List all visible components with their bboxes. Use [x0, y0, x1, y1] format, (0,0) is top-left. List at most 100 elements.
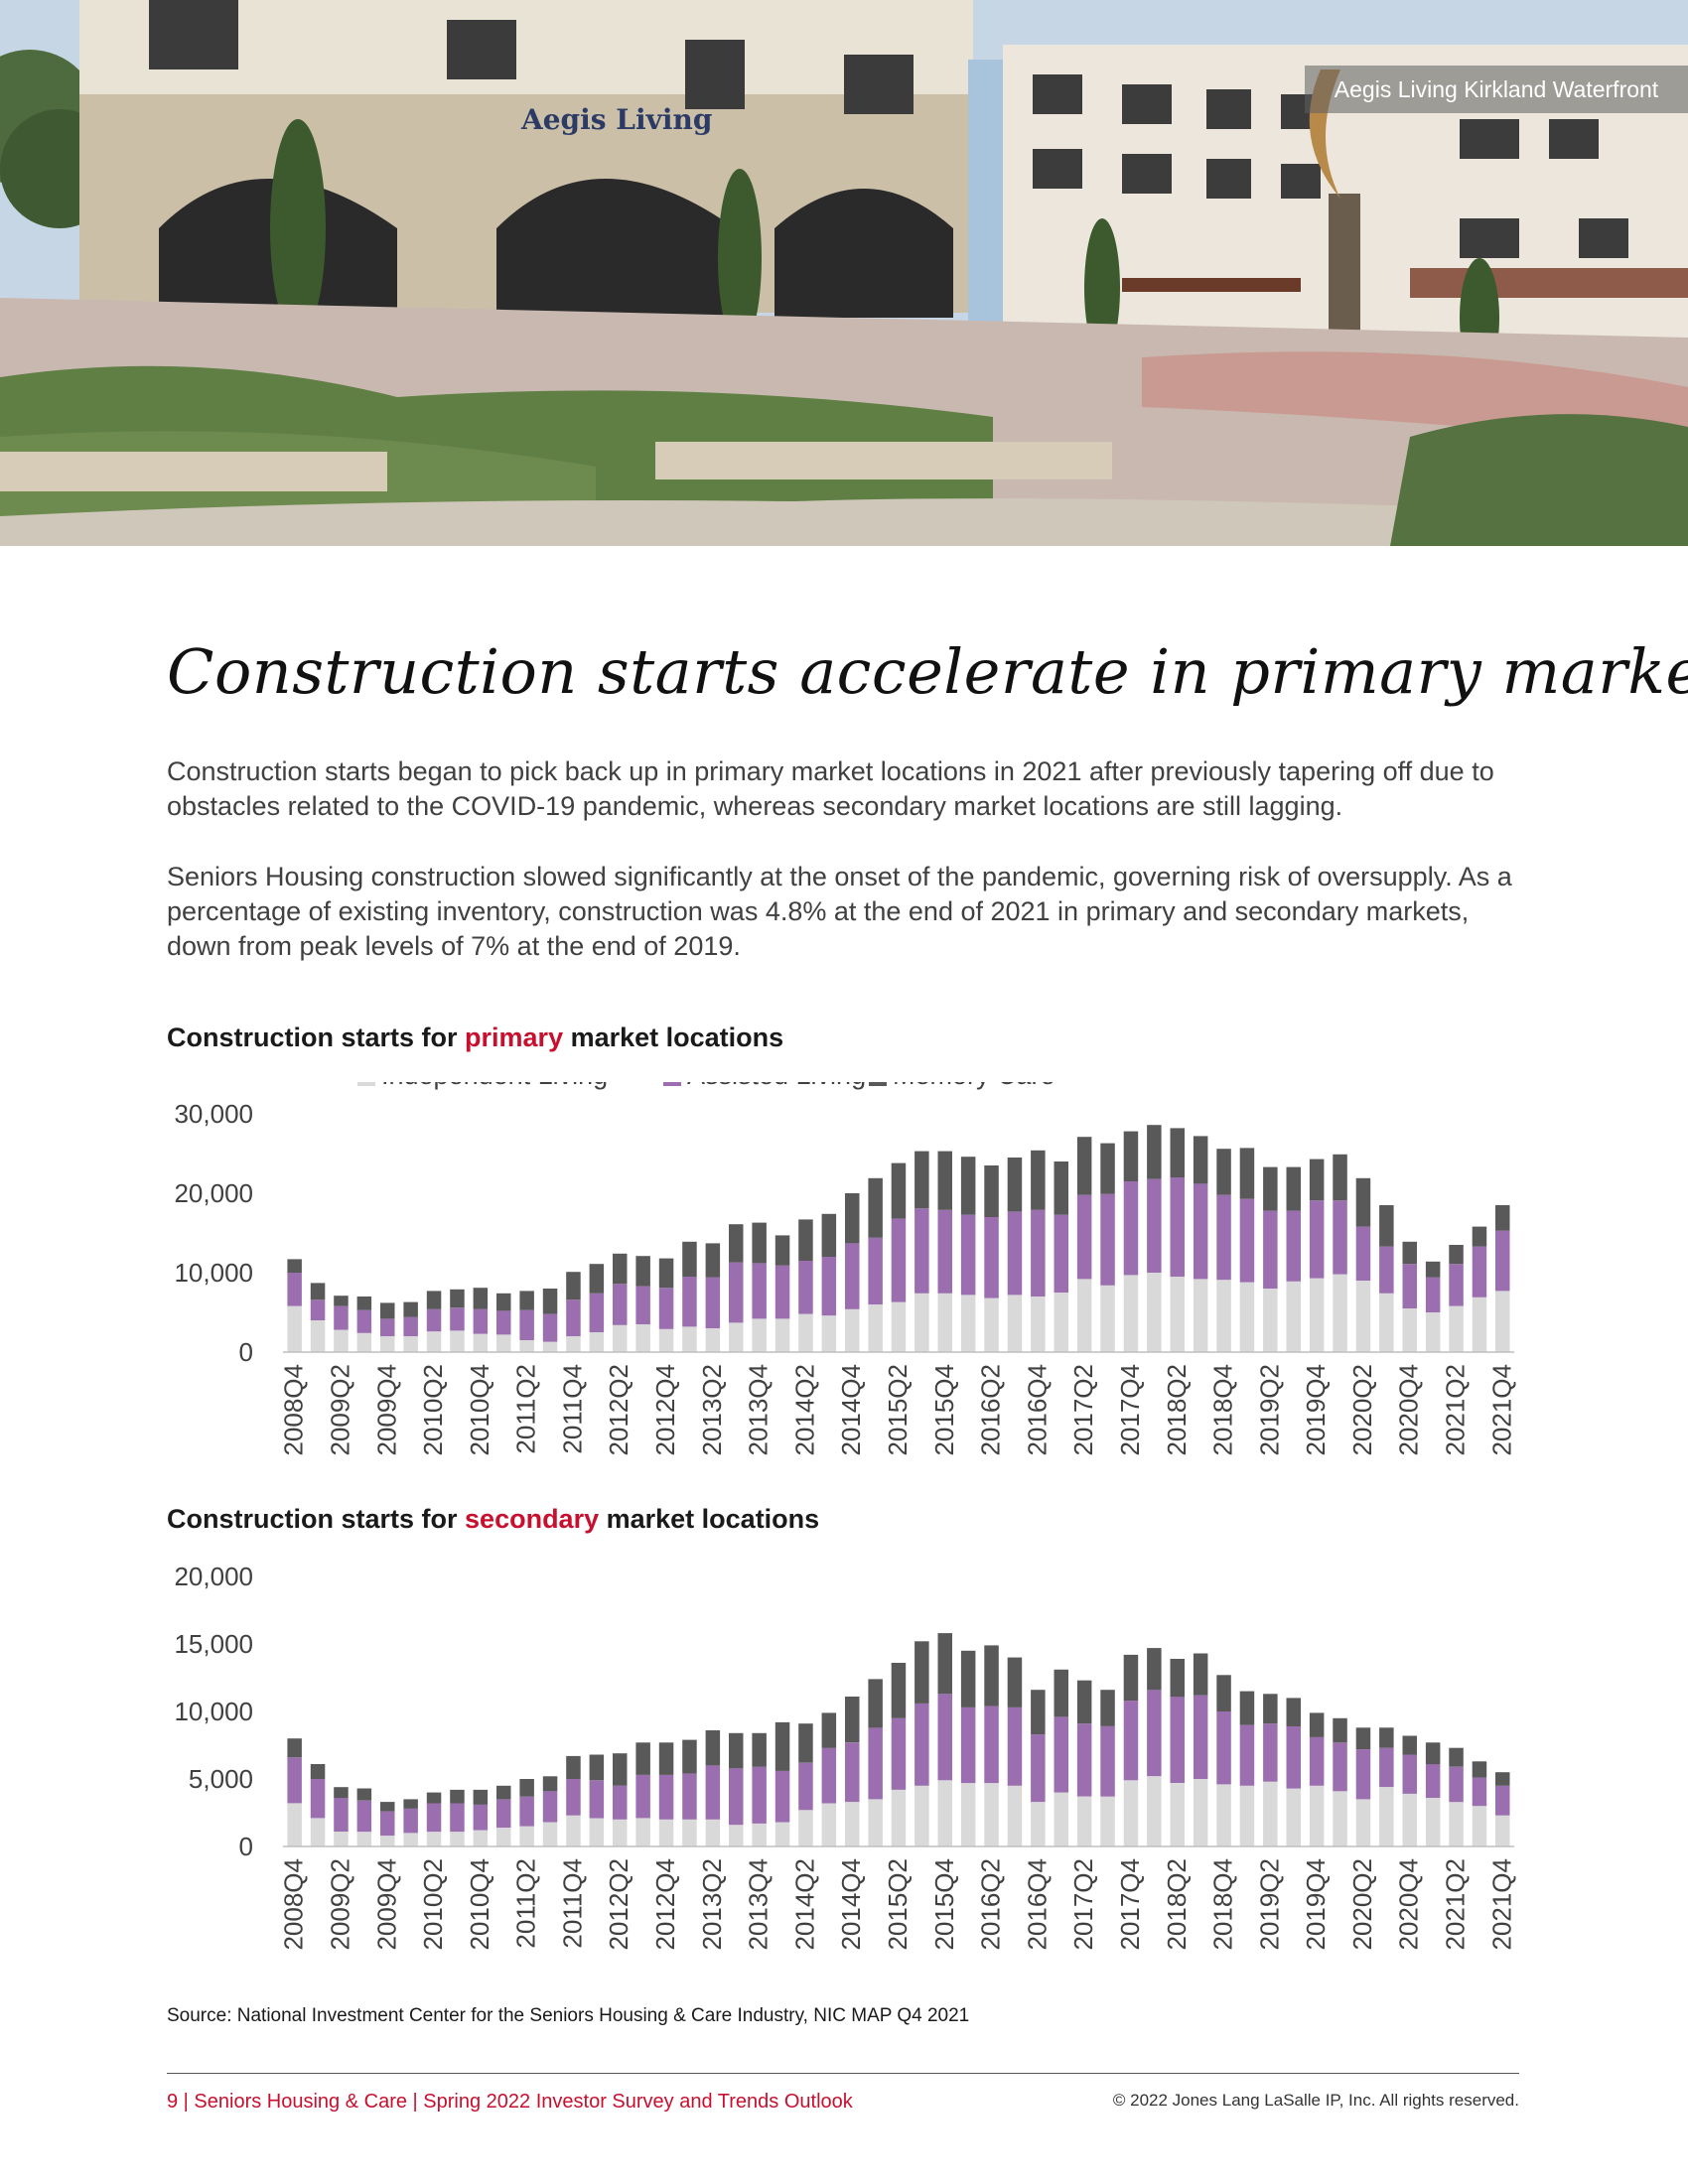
primary-bar-assisted-living [450, 1307, 465, 1331]
primary-bar-assisted-living [496, 1310, 511, 1335]
primary-legend-swatch [869, 1082, 887, 1086]
primary-bar-independent-living [403, 1336, 418, 1352]
primary-xtick-label: 2017Q4 [1115, 1364, 1145, 1456]
secondary-bar-independent-living [705, 1819, 721, 1846]
primary-bar-independent-living [1239, 1282, 1255, 1352]
secondary-bar-memory-care [310, 1764, 326, 1779]
chart-title-suffix: market locations [599, 1504, 820, 1534]
secondary-bar-assisted-living [868, 1727, 883, 1800]
secondary-bar-memory-care [1333, 1717, 1347, 1743]
primary-market-chart: 0 10,000 20,000 30,000 Independent Living Ass… [174, 1082, 1516, 1456]
secondary-bar-assisted-living [589, 1780, 605, 1819]
primary-bar-assisted-living [1379, 1246, 1394, 1294]
footer-divider [167, 2073, 1519, 2074]
secondary-bar-assisted-living [682, 1773, 697, 1820]
secondary-bar-assisted-living [960, 1706, 976, 1784]
primary-bar-memory-care [1054, 1161, 1068, 1215]
primary-bar-independent-living [1076, 1279, 1092, 1352]
primary-bar-memory-care [287, 1259, 302, 1273]
primary-bar-memory-care [310, 1283, 326, 1300]
primary-bar-memory-care [519, 1291, 534, 1310]
primary-xtick-label: 2016Q4 [1022, 1364, 1052, 1456]
hero-sign-text: Aegis Living [520, 103, 712, 136]
secondary-bar-assisted-living [1007, 1706, 1023, 1786]
primary-bar-assisted-living [1100, 1193, 1115, 1286]
primary-bar-independent-living [798, 1313, 813, 1352]
secondary-xtick-label: 2016Q2 [976, 1858, 1006, 1951]
secondary-bar-independent-living [937, 1780, 952, 1846]
secondary-bar-independent-living [1449, 1802, 1464, 1846]
primary-bar-memory-care [1147, 1125, 1162, 1179]
primary-bar-memory-care [752, 1222, 767, 1264]
primary-bar-assisted-living [682, 1277, 697, 1327]
primary-bar-memory-care [1425, 1261, 1441, 1278]
secondary-bar-memory-care [1309, 1712, 1325, 1737]
primary-xtick-label: 2017Q2 [1068, 1364, 1098, 1456]
primary-bar-memory-care [729, 1224, 744, 1263]
primary-bar-assisted-living [1123, 1181, 1139, 1276]
primary-bar-assisted-living [845, 1243, 860, 1309]
primary-xtick-label: 2009Q4 [371, 1364, 401, 1456]
primary-bar-memory-care [1379, 1205, 1394, 1247]
primary-bar-independent-living [1170, 1277, 1185, 1352]
primary-legend-swatch [357, 1082, 375, 1086]
secondary-bar-memory-care [1379, 1727, 1394, 1748]
chart-title-highlight: primary [465, 1023, 564, 1052]
primary-bar-memory-care [334, 1296, 349, 1306]
primary-bar-independent-living [1449, 1305, 1464, 1352]
secondary-bar-memory-care [914, 1641, 929, 1704]
secondary-bar-memory-care [496, 1785, 511, 1800]
secondary-bar-independent-living [1193, 1779, 1208, 1846]
primary-bar-independent-living [519, 1340, 534, 1352]
secondary-bar-memory-care [450, 1789, 465, 1804]
secondary-bar-independent-living [589, 1818, 605, 1846]
primary-bar-assisted-living [1425, 1277, 1441, 1312]
secondary-bar-memory-care [613, 1753, 628, 1786]
primary-bar-assisted-living [1472, 1246, 1487, 1297]
primary-bar-assisted-living [798, 1261, 813, 1314]
secondary-bar-independent-living [613, 1819, 628, 1846]
secondary-bar-memory-care [891, 1663, 907, 1718]
chart-title-prefix: Construction starts for [167, 1504, 466, 1534]
primary-xtick-label: 2014Q4 [836, 1364, 866, 1456]
secondary-bar-memory-care [542, 1776, 558, 1792]
primary-bar-assisted-living [1076, 1194, 1092, 1280]
secondary-bar-assisted-living [891, 1717, 907, 1790]
secondary-bar-independent-living [519, 1826, 534, 1846]
secondary-xtick-label: 2018Q2 [1162, 1858, 1192, 1951]
hero-photo: Aegis Living Aegis Living Ki [0, 0, 1688, 546]
secondary-bar-independent-living [752, 1823, 767, 1846]
primary-xtick-label: 2021Q4 [1486, 1364, 1516, 1456]
primary-bar-independent-living [1007, 1295, 1023, 1352]
secondary-bar-independent-living [960, 1783, 976, 1846]
primary-bar-independent-living [310, 1320, 326, 1352]
secondary-ytick-label: 20,000 [174, 1564, 253, 1591]
primary-bar-independent-living [682, 1326, 697, 1352]
primary-bar-independent-living [566, 1336, 581, 1352]
secondary-bar-independent-living [1263, 1781, 1278, 1846]
primary-bar-memory-care [1286, 1166, 1301, 1211]
primary-bar-assisted-living [1193, 1183, 1208, 1280]
secondary-bar-memory-care [682, 1739, 697, 1774]
primary-bar-independent-living [1286, 1281, 1301, 1352]
primary-bar-assisted-living [1286, 1210, 1301, 1282]
secondary-bar-independent-living [1379, 1787, 1394, 1846]
secondary-bar-independent-living [821, 1803, 837, 1846]
secondary-bar-assisted-living [1216, 1711, 1231, 1785]
secondary-bar-memory-care [1495, 1772, 1510, 1786]
hero-caption: Aegis Living Kirkland Waterfront [1305, 66, 1688, 113]
secondary-bar-independent-living [729, 1825, 744, 1846]
primary-bar-assisted-living [1239, 1198, 1255, 1283]
secondary-bar-memory-care [1100, 1690, 1115, 1726]
secondary-bar-memory-care [380, 1802, 395, 1812]
primary-ytick-label: 20,000 [174, 1178, 253, 1208]
secondary-bar-assisted-living [1379, 1747, 1394, 1788]
primary-bar-memory-care [937, 1151, 952, 1210]
secondary-bar-assisted-living [287, 1757, 302, 1804]
primary-bar-memory-care [960, 1157, 976, 1215]
primary-bar-independent-living [473, 1333, 489, 1352]
secondary-bar-assisted-living [774, 1770, 790, 1823]
primary-bar-independent-living [1263, 1289, 1278, 1352]
secondary-bar-memory-care [356, 1788, 372, 1801]
